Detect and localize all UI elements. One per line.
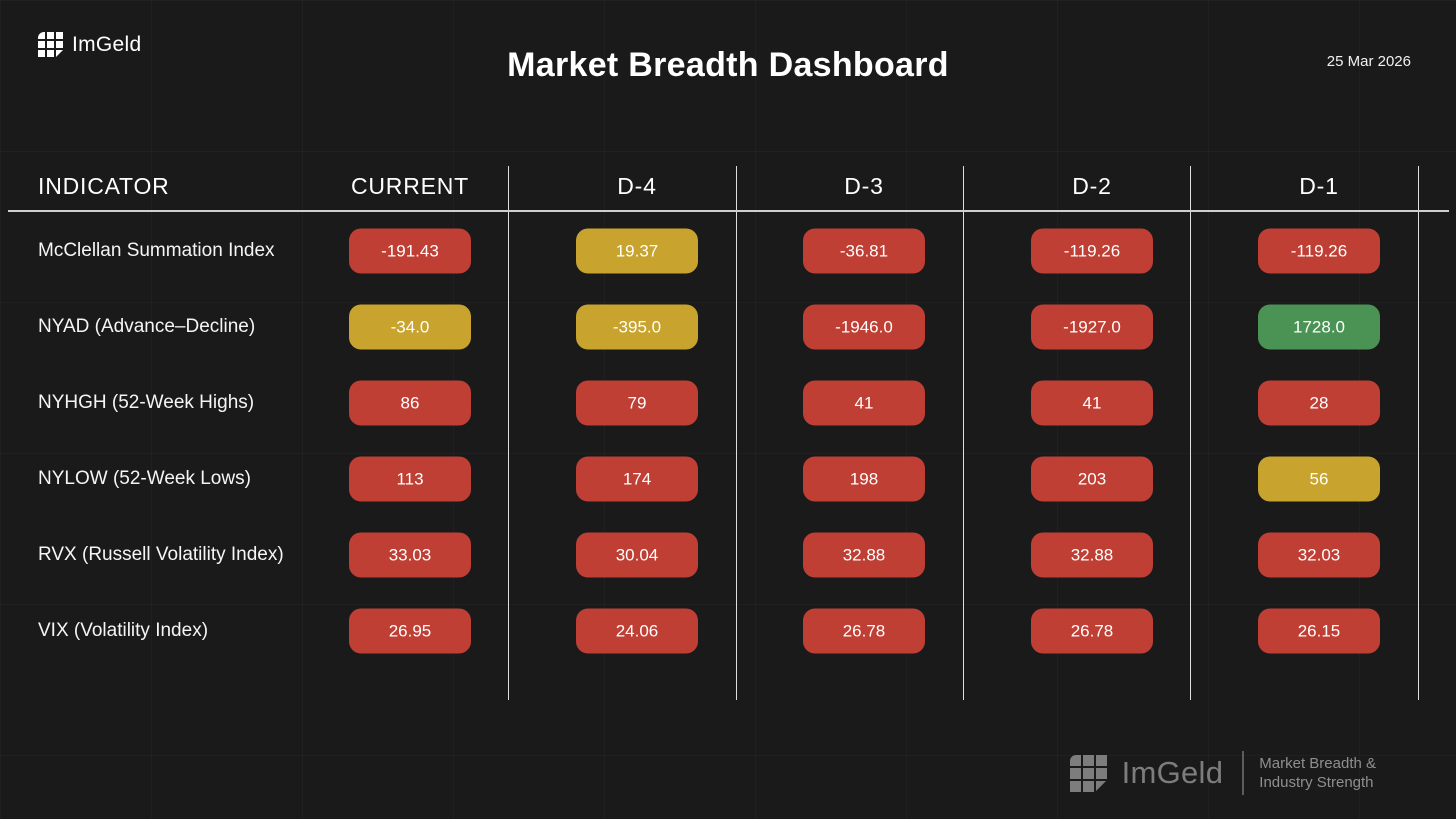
value-badge: 19.37: [576, 228, 698, 274]
column-header-d3: D-3: [844, 173, 884, 199]
value-badge: 24.06: [576, 608, 698, 654]
value-badge: 41: [803, 380, 925, 426]
value-badge: 26.78: [803, 608, 925, 654]
value-badge: 26.15: [1258, 608, 1380, 654]
value-badge: 32.88: [803, 532, 925, 578]
brand-logo: ImGeld: [38, 32, 142, 57]
report-date: 25 Mar 2026: [1326, 53, 1411, 70]
value-badge: 28: [1258, 380, 1380, 426]
table-row: NYHGH (52-Week Highs) 86 79 41 41 28: [0, 365, 1456, 441]
table-row: NYLOW (52-Week Lows) 113 174 198 203 56: [0, 441, 1456, 517]
value-badge: -395.0: [576, 304, 698, 350]
value-badge: 56: [1258, 456, 1380, 502]
value-badge: -119.26: [1258, 228, 1380, 274]
footer-brand: ImGeld Market Breadth & Industry Strengt…: [1069, 751, 1376, 795]
column-separator: [508, 166, 509, 700]
value-badge: 203: [1031, 456, 1153, 502]
column-header-current: CURRENT: [350, 173, 470, 199]
value-badge: 26.78: [1031, 608, 1153, 654]
column-header-indicator: INDICATOR: [38, 173, 170, 199]
column-separator: [963, 166, 964, 700]
value-badge: 113: [349, 456, 471, 502]
footer-tagline: Market Breadth & Industry Strength: [1259, 754, 1376, 793]
value-badge: -1927.0: [1031, 304, 1153, 350]
page-title: Market Breadth Dashboard: [507, 46, 949, 84]
column-header-d4: D-4: [617, 173, 657, 199]
indicator-label: VIX (Volatility Index): [38, 620, 209, 641]
value-badge: 1728.0: [1258, 304, 1380, 350]
table-row: McClellan Summation Index -191.43 19.37 …: [0, 213, 1456, 289]
indicator-label: NYLOW (52-Week Lows): [38, 468, 251, 489]
waffle-grid-icon: [1069, 754, 1107, 792]
value-badge: 30.04: [576, 532, 698, 578]
value-badge: -36.81: [803, 228, 925, 274]
indicator-label: NYHGH (52-Week Highs): [38, 392, 255, 413]
value-badge: 26.95: [349, 608, 471, 654]
footer-tagline-line1: Market Breadth &: [1259, 754, 1376, 772]
value-badge: -34.0: [349, 304, 471, 350]
value-badge: -119.26: [1031, 228, 1153, 274]
value-badge: 174: [576, 456, 698, 502]
value-badge: 32.88: [1031, 532, 1153, 578]
brand-name: ImGeld: [72, 32, 142, 56]
footer-brand-name: ImGeld: [1121, 755, 1224, 790]
table-row: NYAD (Advance–Decline) -34.0 -395.0 -194…: [0, 289, 1456, 365]
value-badge: 79: [576, 380, 698, 426]
column-separator: [1418, 166, 1419, 700]
indicator-label: McClellan Summation Index: [38, 240, 275, 261]
waffle-grid-icon: [38, 32, 63, 57]
indicator-label: NYAD (Advance–Decline): [38, 316, 256, 337]
indicator-label: RVX (Russell Volatility Index): [38, 544, 284, 565]
value-badge: -1946.0: [803, 304, 925, 350]
column-header-d1: D-1: [1299, 173, 1339, 199]
footer-tagline-line2: Industry Strength: [1259, 774, 1374, 791]
footer-divider: [1242, 751, 1245, 795]
table-row: VIX (Volatility Index) 26.95 24.06 26.78…: [0, 593, 1456, 669]
value-badge: 41: [1031, 380, 1153, 426]
value-badge: 198: [803, 456, 925, 502]
header-underline: [8, 210, 1449, 212]
column-separator: [1190, 166, 1191, 700]
value-badge: 32.03: [1258, 532, 1380, 578]
column-header-d2: D-2: [1072, 173, 1112, 199]
value-badge: 86: [349, 380, 471, 426]
column-separator: [736, 166, 737, 700]
value-badge: 33.03: [349, 532, 471, 578]
table-row: RVX (Russell Volatility Index) 33.03 30.…: [0, 517, 1456, 593]
value-badge: -191.43: [349, 228, 471, 274]
